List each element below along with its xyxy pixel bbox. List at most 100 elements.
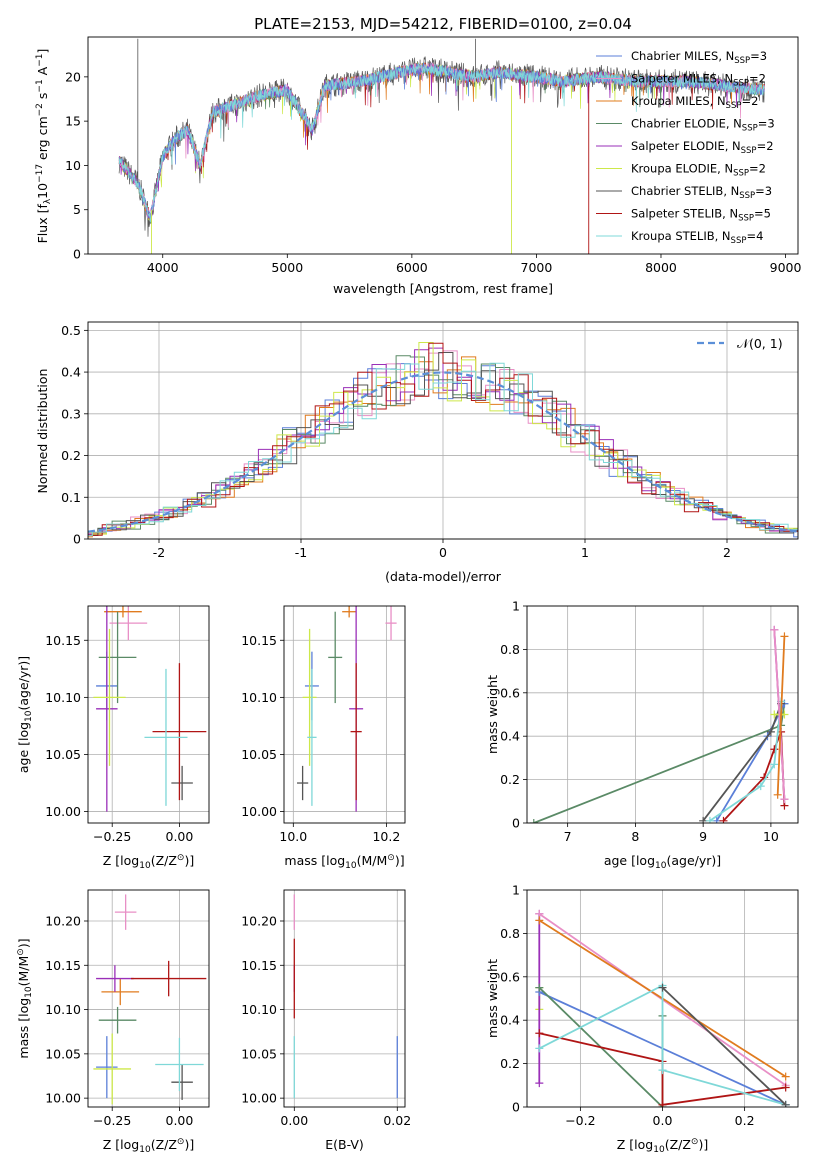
axes-frame (87, 321, 799, 540)
y-tick-label: 5 (73, 202, 81, 217)
y-tick-label: 0.2 (500, 1056, 520, 1071)
y-tick-label: 10.20 (45, 914, 81, 929)
y-tick-label: 1 (512, 599, 520, 614)
point-kroupa_miles (104, 606, 142, 618)
x-axis-label: (data-model)/error (385, 569, 502, 584)
marker-chabrier_elodie (535, 983, 544, 992)
y-tick-label: 10 (65, 158, 81, 173)
weight-vs-Z-axes-marks (535, 909, 790, 1107)
point-kroupa_elodie (93, 1033, 132, 1105)
y-axis-label: Flux [fλ10−17 erg cm−2 s−1 A−1] (35, 49, 53, 244)
x-axis-label: Z [log10(Z/Z⊙)] (617, 1137, 708, 1155)
point-chabrier_miles (96, 1036, 118, 1099)
legend-entry-chabrier_miles: Chabrier MILES, NSSP=3 (631, 49, 767, 66)
marker-salpeter_elodie (535, 1079, 544, 1088)
y-tick-label: 10.05 (241, 747, 277, 762)
legend-entry-normal: 𝒩(0, 1) (737, 336, 783, 351)
y-tick-label: 10.15 (45, 958, 81, 973)
residual-axes: -2 -1 0 1 2 0 0.1 0.2 0.3 0.4 0.5 (data-model)/erro… (35, 321, 799, 584)
weight-vs-age-axes: 7 8 9 10 0 0.2 0.4 0.6 0.8 1 age [log10(age/yr)] ma… (485, 599, 799, 871)
x-tick-label: 2 (723, 545, 731, 560)
y-tick-label: 10.15 (45, 633, 81, 648)
y-tick-label: 0 (512, 1100, 520, 1115)
x-tick-label: 0.00 (166, 829, 194, 844)
marker-salpeter_miles (780, 795, 789, 804)
marker-kroupa_elodie (770, 710, 779, 719)
x-tick-label: 0.2 (735, 1113, 755, 1128)
chart-title: PLATE=2153, MJD=54212, FIBERID=0100, z=0… (254, 15, 632, 33)
x-axis-label: mass [log10(M/M⊙)] (284, 853, 404, 871)
spectrum-legend: Chabrier MILES, NSSP=3 Salpeter MILES, NS… (596, 49, 775, 246)
point-salpeter_miles (385, 606, 397, 641)
point-salpeter_stelib (350, 663, 362, 801)
point-kroupa_elodie (302, 628, 317, 766)
x-tick-label: 1 (581, 545, 589, 560)
marker-salpeter_stelib (770, 745, 779, 754)
legend-entry-salpeter_miles: Salpeter MILES, NSSP=2 (631, 72, 766, 89)
spectrum-chabrier_miles (118, 62, 765, 220)
series-kroupa_stelib (709, 701, 782, 822)
marker-kroupa_miles (535, 916, 544, 925)
marker-chabrier_miles (712, 816, 721, 823)
point-salpeter_miles (114, 894, 137, 930)
point-chabrier_elodie (328, 611, 343, 704)
axes-frame (283, 605, 406, 824)
legend-entry-kroupa_miles: Kroupa MILES, NSSP=2 (631, 94, 758, 111)
y-axis-label: mass weight (485, 959, 500, 1038)
y-tick-label: 15 (65, 114, 81, 129)
y-tick-label: 10.10 (45, 1002, 81, 1017)
y-tick-label: 10.10 (241, 690, 277, 705)
x-tick-label: 0 (439, 545, 447, 560)
series-salpeter_stelib (539, 1032, 786, 1106)
marker-chabrier_stelib (766, 727, 775, 736)
y-tick-label: 10.00 (45, 1091, 81, 1106)
y-tick-label: 0.4 (500, 1013, 520, 1028)
x-tick-label: -1 (295, 545, 307, 560)
series-salpeter_miles (773, 629, 786, 800)
marker-salpeter_stelib (719, 816, 728, 823)
y-tick-label: 10.00 (241, 1091, 277, 1106)
y-tick-label: 0 (73, 532, 81, 547)
x-tick-label: 7000 (521, 260, 553, 275)
x-axis-label: Z [log10(Z/Z⊙)] (103, 853, 194, 871)
y-tick-label: 0.8 (500, 642, 520, 657)
age-vs-mass-axes: 10.0 10.2 10.00 10.05 10.10 10.15 mass [log10(… (241, 605, 406, 871)
axes-frame (526, 605, 799, 824)
weight-vs-age-axes-marks (529, 625, 789, 823)
x-tick-label: 0.00 (280, 1113, 308, 1128)
y-tick-label: 10.15 (241, 633, 277, 648)
y-tick-label: 10.10 (241, 1002, 277, 1017)
marker-salpeter_miles (770, 625, 779, 634)
marker-chabrier_stelib (781, 1100, 790, 1107)
point-kroupa_stelib (155, 1037, 204, 1092)
y-tick-label: 0 (512, 816, 520, 831)
marker-kroupa_miles (781, 1072, 790, 1081)
point-chabrier_stelib (297, 765, 309, 801)
x-tick-label: −0.25 (93, 829, 131, 844)
point-salpeter_stelib (131, 960, 207, 997)
x-tick-label: −0.2 (565, 1113, 595, 1128)
y-tick-label: 10.20 (241, 914, 277, 929)
marker-kroupa_miles (773, 790, 782, 799)
y-tick-label: 10.05 (45, 1046, 81, 1061)
point-salpeter_elodie (96, 606, 118, 812)
marker-kroupa_stelib (756, 782, 765, 791)
spectrum-axes: 4000 5000 6000 7000 8000 9000 0 5 10 15 20 PLATE=21… (35, 15, 801, 296)
y-tick-label: 20 (65, 69, 81, 84)
x-tick-label: 0.00 (166, 1113, 194, 1128)
y-tick-label: 10.00 (241, 804, 277, 819)
age-vs-mass-axes-marks (297, 606, 397, 812)
age-vs-Z-axes: −0.25 0.00 10.00 10.05 10.10 10.15 Z [log10(Z/… (16, 605, 210, 871)
marker-salpeter_stelib (535, 1029, 544, 1038)
x-tick-label: 8 (631, 829, 639, 844)
point-kroupa_elodie (93, 628, 126, 766)
mass-vs-Z-axes: −0.25 0.00 10.00 10.05 10.10 10.15 10.20 Z [log… (16, 889, 210, 1155)
x-axis-label: E(B-V) (325, 1137, 364, 1152)
series-kroupa_stelib (538, 984, 786, 1106)
y-axis-label: mass weight (485, 675, 500, 754)
y-tick-label: 0.2 (500, 772, 520, 787)
legend-entry-chabrier_elodie: Chabrier ELODIE, NSSP=3 (631, 117, 775, 134)
series-chabrier_stelib (661, 986, 787, 1106)
y-tick-label: 0.2 (61, 448, 81, 463)
